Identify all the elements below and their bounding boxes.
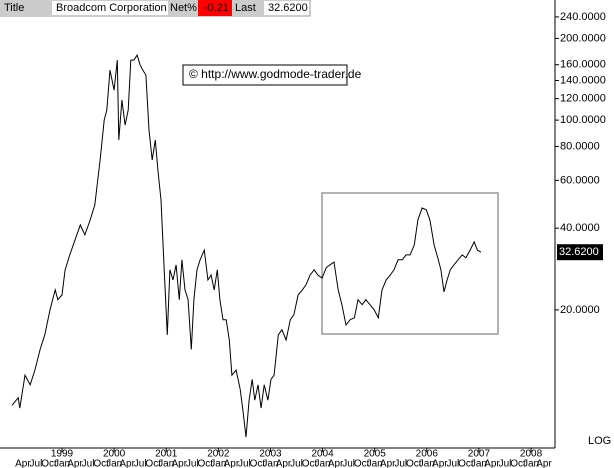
month-tick-label: Jan <box>210 459 226 468</box>
month-tick-label: Jan <box>315 459 331 468</box>
month-tick-label: Apr <box>536 459 552 468</box>
y-tick-label: 120.0000 <box>560 93 606 105</box>
highlight-box <box>321 192 499 335</box>
header-last-value: 32.6200 <box>268 2 308 14</box>
month-tick-label: Oct <box>198 459 214 468</box>
month-tick-label: Apr <box>171 459 187 468</box>
month-tick-label: Jan <box>106 459 122 468</box>
y-tick-label: 60.0000 <box>560 174 600 186</box>
y-tick-label: 140.0000 <box>560 74 606 86</box>
month-tick-label: Jan <box>419 459 435 468</box>
month-tick-label: Apr <box>67 459 83 468</box>
month-tick-label: Apr <box>328 459 344 468</box>
month-tick-label: Apr <box>432 459 448 468</box>
x-tick-label: 2008 <box>520 449 543 460</box>
x-tick-label: 2007 <box>468 449 491 460</box>
month-tick-label: Oct <box>406 459 422 468</box>
month-tick-label: Apr <box>380 459 396 468</box>
month-tick-label: Oct <box>302 459 318 468</box>
y-tick-label: 20.0000 <box>560 304 600 316</box>
month-tick-label: Jul <box>342 459 355 468</box>
month-tick-label: Oct <box>354 459 370 468</box>
month-tick-label: Jul <box>82 459 95 468</box>
header-cell <box>168 0 198 16</box>
month-tick-label: Oct <box>510 459 526 468</box>
month-tick-label: Oct <box>145 459 161 468</box>
month-tick-label: Jan <box>262 459 278 468</box>
month-tick-label: Apr <box>224 459 240 468</box>
x-tick-label: 2003 <box>259 449 282 460</box>
y-tick-label: 160.0000 <box>560 59 606 71</box>
x-tick-label: 2000 <box>103 449 126 460</box>
y-tick-label: 100.0000 <box>560 114 606 126</box>
y-tick-label: 240.0000 <box>560 11 606 23</box>
month-tick-label: Oct <box>93 459 109 468</box>
last-price-box <box>557 244 603 261</box>
header-cell <box>0 0 52 16</box>
month-tick-label: Jul <box>446 459 459 468</box>
header-net-label: Net% <box>170 2 197 14</box>
x-tick-label: 2006 <box>416 449 439 460</box>
month-tick-label: Jan <box>367 459 383 468</box>
month-tick-label: Jul <box>30 459 43 468</box>
month-tick-label: Oct <box>41 459 57 468</box>
header-title-label: Title <box>4 2 24 14</box>
month-tick-label: Jul <box>499 459 512 468</box>
month-tick-label: Apr <box>119 459 135 468</box>
month-tick-label: Apr <box>15 459 31 468</box>
header-cell-negative <box>198 0 232 16</box>
month-tick-label: Apr <box>484 459 500 468</box>
annotation-box <box>182 64 348 86</box>
month-tick-label: Jan <box>523 459 539 468</box>
y-tick-label: 200.0000 <box>560 32 606 44</box>
month-tick-label: Jan <box>54 459 70 468</box>
y-tick-label: 40.0000 <box>560 222 600 234</box>
month-tick-label: Jul <box>134 459 147 468</box>
header-last-label: Last <box>235 2 256 14</box>
month-tick-label: Apr <box>276 459 292 468</box>
x-tick-label: 2005 <box>364 449 387 460</box>
y-tick-label: 80.0000 <box>560 140 600 152</box>
price-line <box>11 53 482 438</box>
month-tick-label: Oct <box>458 459 474 468</box>
scale-label: LOG <box>588 435 611 447</box>
last-price-label: 32.6200 <box>559 246 599 258</box>
x-tick-label: 2001 <box>155 449 178 460</box>
month-tick-label: Jul <box>290 459 303 468</box>
header-cell <box>232 0 264 16</box>
month-tick-label: Jul <box>186 459 199 468</box>
month-tick-label: Oct <box>250 459 266 468</box>
month-tick-label: Jan <box>471 459 487 468</box>
x-tick-label: 2002 <box>207 449 230 460</box>
month-tick-label: Jan <box>158 459 174 468</box>
header-net-value: -0.21 <box>204 2 229 14</box>
header-name: Broadcom Corporation <box>56 2 167 14</box>
month-tick-label: Jul <box>394 459 407 468</box>
x-tick-label: 1999 <box>51 449 74 460</box>
x-tick-label: 2004 <box>311 449 334 460</box>
annotation: © http://www.godmode-trader.de <box>189 67 362 81</box>
month-tick-label: Jul <box>238 459 251 468</box>
